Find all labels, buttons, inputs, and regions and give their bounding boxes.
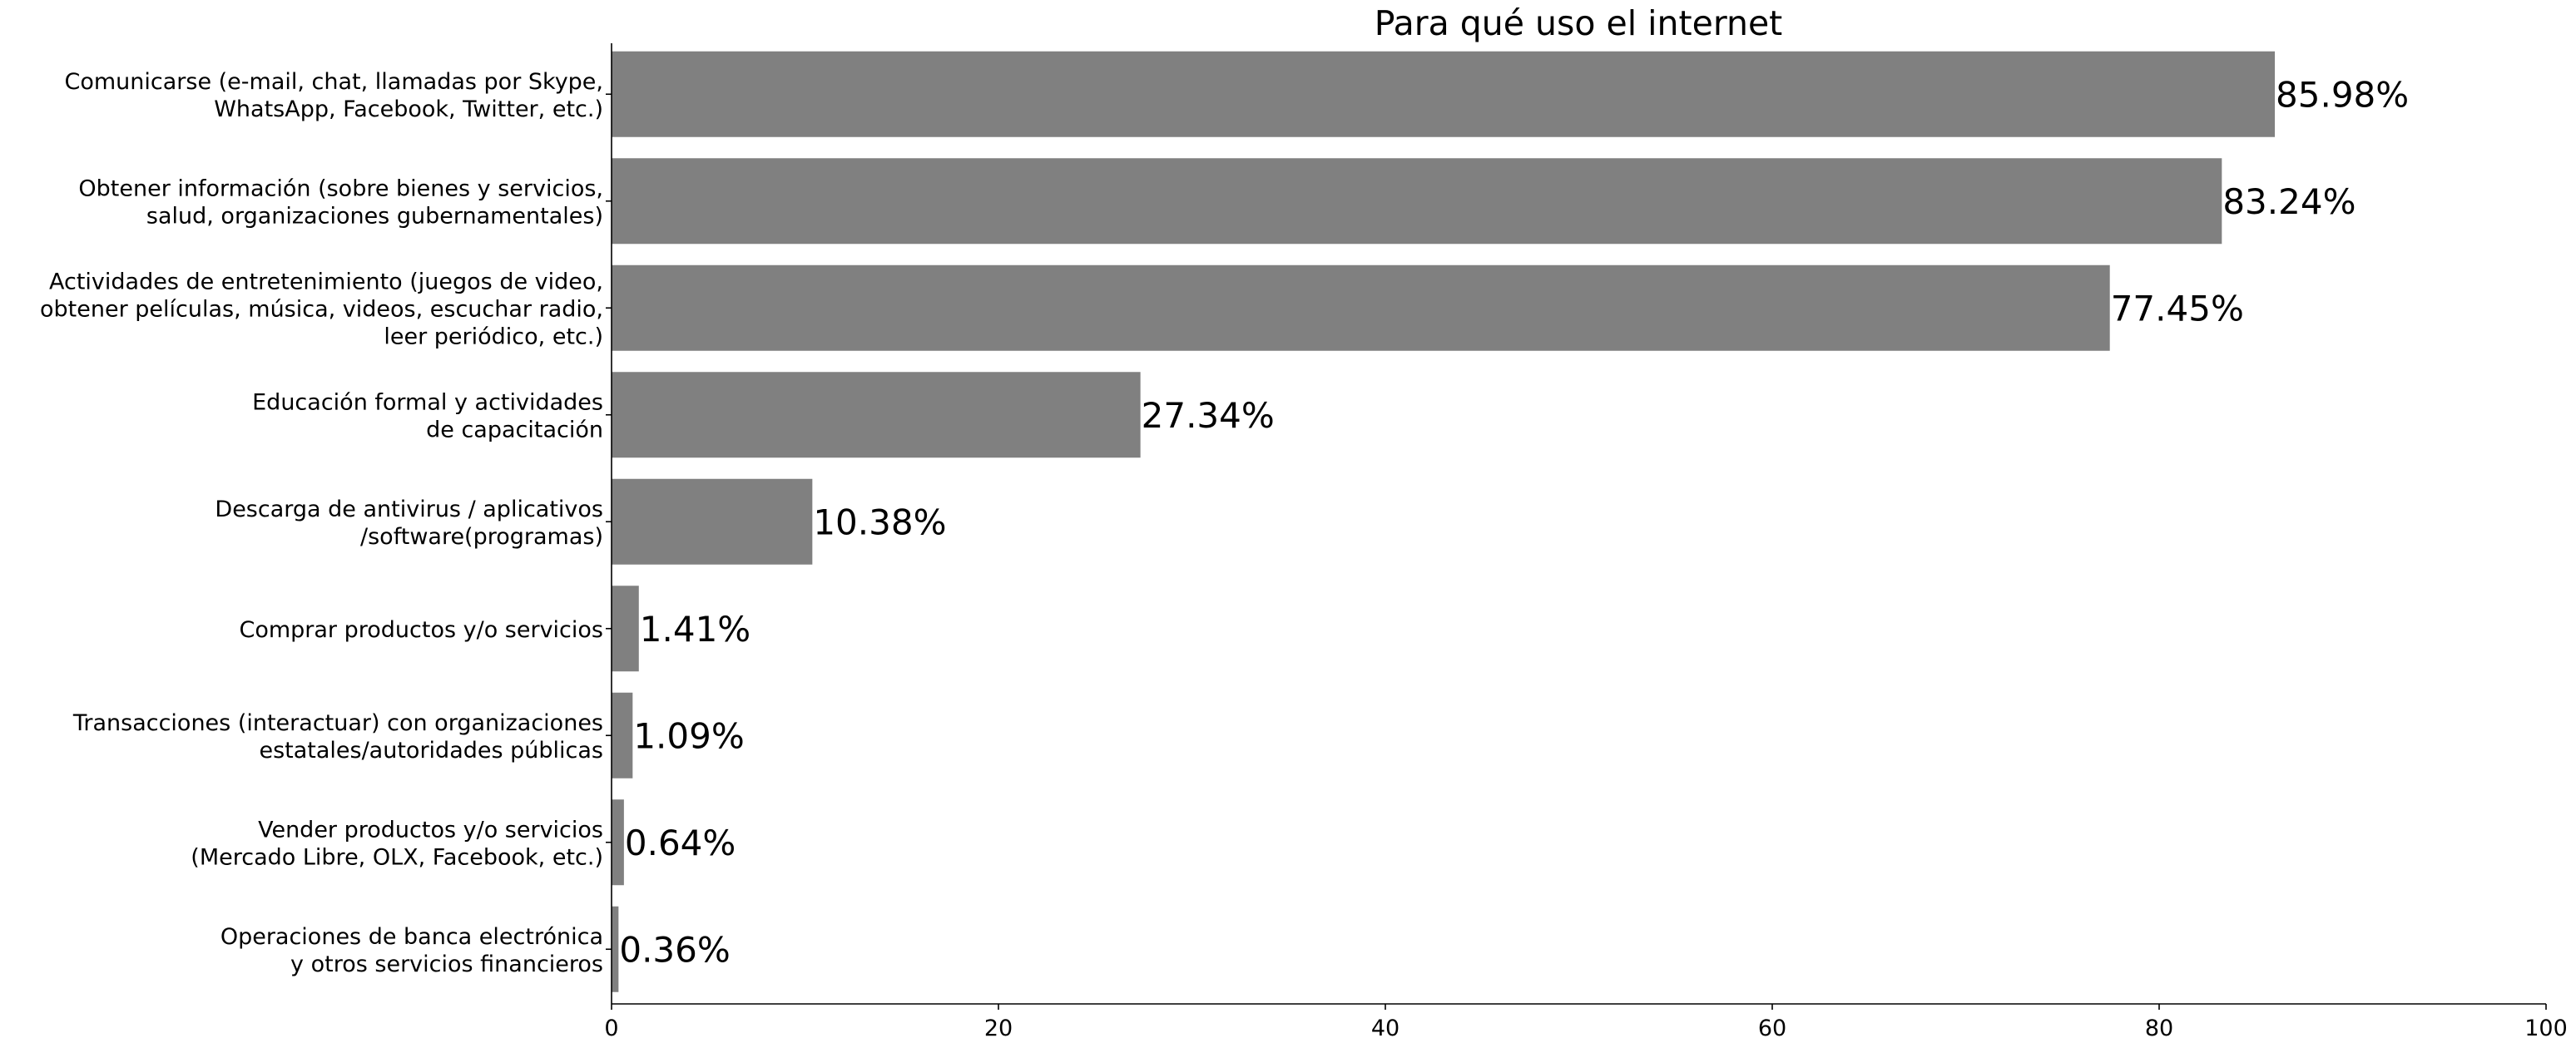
category-label-line: (Mercado Libre, OLX, Facebook, etc.) (191, 844, 603, 870)
category-label-line: salud, organizaciones gubernamentales) (146, 203, 603, 229)
bar-value-label: 85.98% (2276, 74, 2409, 115)
bar (612, 158, 2222, 245)
category-label: Operaciones de banca electrónica y otros … (220, 924, 603, 977)
bar (612, 906, 619, 992)
category-label-line: y otros servicios financieros (290, 952, 603, 977)
bar (612, 372, 1141, 458)
bar (612, 799, 624, 886)
bar (612, 692, 633, 779)
category-label-line: /software(programas) (360, 524, 603, 550)
category-label-line: estatales/autoridades públicas (259, 738, 603, 764)
bar-value-label: 83.24% (2222, 181, 2356, 222)
x-axis-ticks: 0 20 40 60 80 100 (604, 93, 2568, 1041)
category-label-line: Vender productos y/o servicios (258, 817, 603, 843)
chart-title: Para qué uso el internet (1375, 3, 1783, 43)
category-label-line: Comprar productos y/o servicios (239, 617, 603, 643)
category-label: Vender productos y/o servicios (Mercado L… (191, 817, 603, 870)
category-label: Comunicarse (e-mail, chat, llamadas por … (65, 69, 604, 122)
category-label-line: Educación formal y actividades (252, 389, 603, 415)
category-label: Actividades de entretenimiento (juegos d… (40, 269, 603, 349)
category-label-line: obtener películas, música, videos, escuc… (40, 296, 603, 322)
x-tick-label: 100 (2524, 1016, 2568, 1041)
category-label-line: WhatsApp, Facebook, Twitter, etc.) (214, 96, 603, 122)
x-tick-label: 0 (604, 1016, 618, 1041)
x-tick-label: 20 (984, 1016, 1013, 1041)
category-label-line: Comunicarse (e-mail, chat, llamadas por … (65, 69, 604, 95)
category-label: Descarga de antivirus / aplicativos/soft… (215, 497, 603, 550)
bar-value-label: 0.36% (619, 929, 730, 970)
bar-value-label: 1.41% (640, 609, 751, 650)
bar-value-label: 27.34% (1142, 395, 1275, 436)
bar-value-label: 10.38% (813, 502, 946, 542)
bar (612, 478, 813, 565)
bar (612, 586, 639, 672)
category-label-line: Descarga de antivirus / aplicativos (215, 497, 603, 522)
category-label-line: de capacitación (426, 417, 603, 442)
axes (611, 43, 2546, 1005)
category-label: Educación formal y actividades de capacit… (252, 389, 603, 442)
x-tick-label: 40 (1371, 1016, 1399, 1041)
category-label-line: Obtener información (sobre bienes y serv… (78, 175, 603, 201)
category-labels: Comunicarse (e-mail, chat, llamadas por … (40, 69, 603, 977)
bar (612, 264, 2110, 351)
category-label: Transacciones (interactuar) con organiza… (72, 710, 603, 764)
category-label-line: Operaciones de banca electrónica (220, 924, 603, 950)
x-tick-label: 80 (2145, 1016, 2173, 1041)
bar (612, 51, 2276, 137)
bars-layer (612, 51, 2276, 992)
bar-value-label: 0.64% (625, 823, 736, 863)
category-label-line: Actividades de entretenimiento (juegos d… (49, 269, 603, 294)
value-labels: 85.98% 83.24% 77.45% 27.34% 10.38% 1.41% 1.09%… (619, 74, 2409, 970)
category-label-line: Transacciones (interactuar) con organiza… (72, 710, 603, 736)
bar-value-label: 1.09% (633, 715, 744, 756)
category-label: Comprar productos y/o servicios (239, 617, 603, 643)
bar-value-label: 77.45% (2111, 288, 2244, 329)
category-label-line: leer periódico, etc.) (384, 324, 603, 349)
category-label: Obtener información (sobre bienes y serv… (78, 175, 603, 229)
x-tick-label: 60 (1758, 1016, 1786, 1041)
